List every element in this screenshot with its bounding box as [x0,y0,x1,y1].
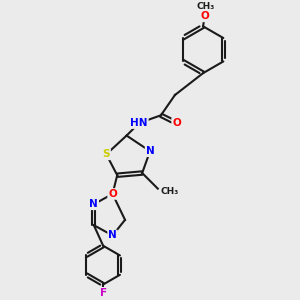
Text: N: N [146,146,154,156]
Text: S: S [103,149,110,159]
Text: O: O [200,11,209,21]
Text: HN: HN [130,118,148,128]
Text: O: O [108,189,117,199]
Text: CH₃: CH₃ [161,187,179,196]
Text: N: N [108,230,117,241]
Text: CH₃: CH₃ [196,2,215,11]
Text: O: O [172,118,181,128]
Text: N: N [89,199,98,209]
Text: F: F [100,288,107,298]
